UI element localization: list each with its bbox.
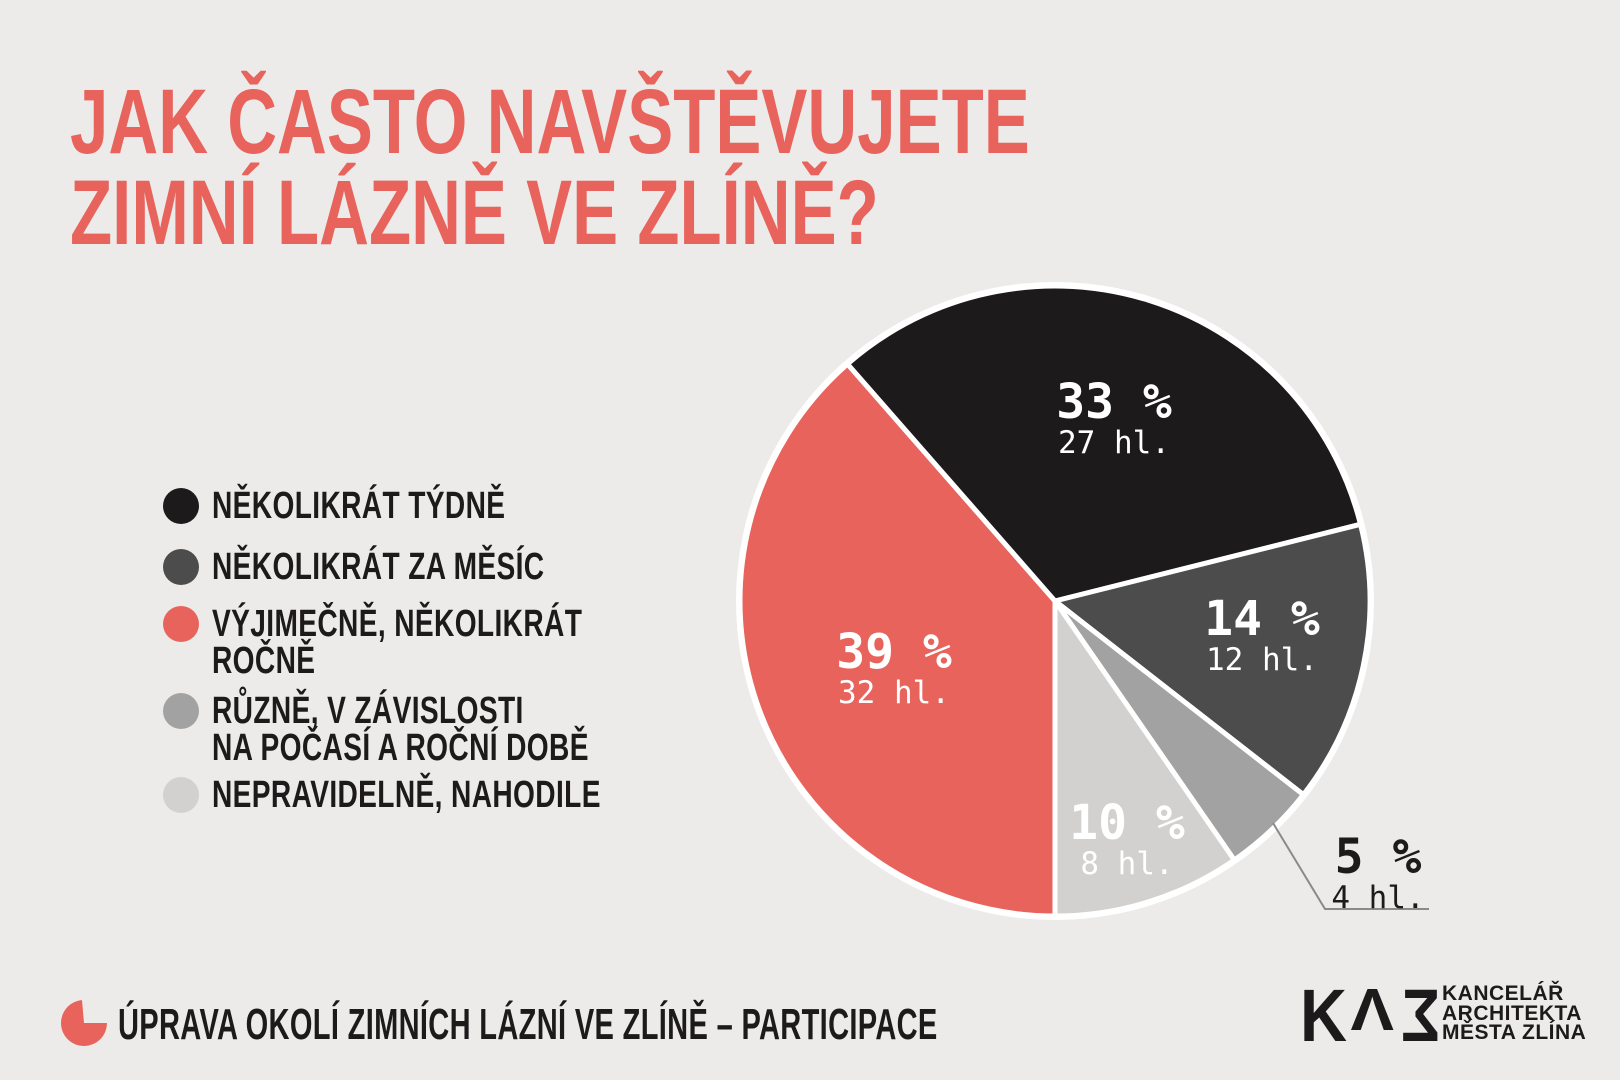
votes-value: 8 hl. bbox=[1080, 846, 1174, 882]
logo-text-line3: MĚSTA ZLÍNA bbox=[1442, 1021, 1587, 1044]
legend-label: RŮZNĚ, V ZÁVISLOSTI bbox=[212, 690, 524, 732]
percent-value: 14 % bbox=[1204, 591, 1320, 647]
page-title-line1: JAK ČASTO NAVŠTĚVUJETE bbox=[70, 71, 1030, 173]
logo-text-line2: ARCHITEKTA bbox=[1442, 1001, 1582, 1025]
votes-value: 27 hl. bbox=[1058, 425, 1170, 461]
legend-label: VÝJIMEČNĚ, NĚKOLIKRÁT bbox=[212, 603, 583, 645]
votes-value: 12 hl. bbox=[1206, 642, 1318, 678]
kam-logo-text: KANCELÁŘ ARCHITEKTA MĚSTA ZLÍNA bbox=[1442, 982, 1587, 1044]
pie-chart bbox=[736, 282, 1429, 920]
percent-value: 33 % bbox=[1056, 374, 1172, 430]
pie-label-red-slice: 39 % 32 hl. bbox=[836, 624, 952, 711]
legend-label: NĚKOLIKRÁT TÝDNĚ bbox=[212, 485, 506, 527]
legend-swatch-midgray-circle bbox=[163, 693, 199, 729]
pie-label-lightgray-slice: 10 % 8 hl. bbox=[1069, 795, 1185, 882]
legend-label-line2: ROČNĚ bbox=[212, 640, 316, 682]
legend-label-line2: NA POČASÍ A ROČNÍ DOBĚ bbox=[212, 727, 589, 769]
votes-value: 4 hl. bbox=[1331, 880, 1425, 916]
pie-label-midgray-slice-callout: 5 % 4 hl. bbox=[1331, 829, 1425, 916]
pie-wedge-icon bbox=[61, 1000, 107, 1046]
logo-letter-a-caret: Λ bbox=[1350, 976, 1398, 1043]
percent-value: 39 % bbox=[836, 624, 952, 680]
legend-swatch-lightgray-circle bbox=[163, 777, 199, 813]
pie-slice bbox=[845, 283, 1363, 604]
logo-letter-k: K bbox=[1300, 974, 1351, 1057]
legend-label: NEPRAVIDELNĚ, NAHODILE bbox=[212, 774, 601, 816]
footer-note: ÚPRAVA OKOLÍ ZIMNÍCH LÁZNÍ VE ZLÍNĚ – PA… bbox=[118, 1000, 938, 1049]
percent-value: 5 % bbox=[1334, 829, 1422, 885]
page-title: JAK ČASTO NAVŠTĚVUJETE ZIMNÍ LÁZNĚ VE ZL… bbox=[70, 71, 1030, 264]
percent-value: 10 % bbox=[1069, 795, 1185, 851]
votes-value: 32 hl. bbox=[838, 675, 950, 711]
page-title-line2: ZIMNÍ LÁZNĚ VE ZLÍNĚ? bbox=[70, 162, 879, 264]
legend-swatch-black-circle bbox=[163, 488, 199, 524]
pie-slice bbox=[737, 361, 1058, 919]
pie-label-black-slice: 33 % 27 hl. bbox=[1056, 374, 1172, 461]
pie-label-darkgray-slice: 14 % 12 hl. bbox=[1204, 591, 1320, 678]
legend-swatch-red-circle bbox=[163, 606, 199, 642]
callout-line bbox=[1272, 822, 1429, 910]
kam-logo-mark: KΛΣ bbox=[1300, 974, 1441, 1057]
pie-slice bbox=[1052, 598, 1237, 919]
logo-letter-m-rotated: Σ bbox=[1397, 974, 1441, 1057]
legend-label: NĚKOLIKRÁT ZA MĚSÍC bbox=[212, 546, 545, 588]
pie-slice bbox=[1052, 521, 1373, 798]
pie-slices-group bbox=[737, 283, 1373, 919]
logo-text-line1: KANCELÁŘ bbox=[1442, 982, 1564, 1005]
legend-swatch-darkgray-circle bbox=[163, 549, 199, 585]
